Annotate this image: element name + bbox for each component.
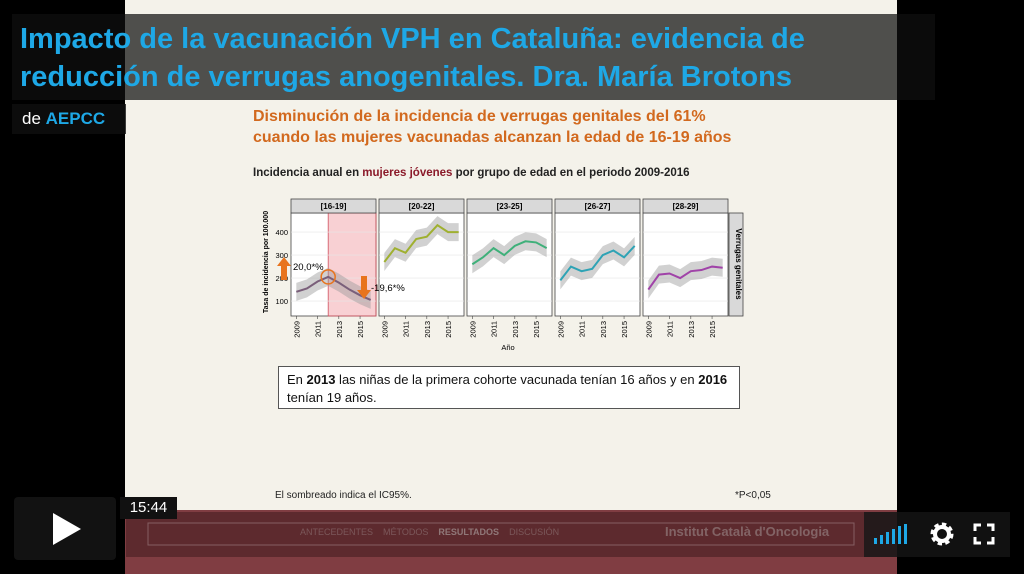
note-year: 2013 (306, 372, 336, 387)
progress-area[interactable] (126, 512, 864, 557)
confidence-band (384, 216, 459, 271)
x-tick-label: 2013 (423, 321, 432, 338)
note-year: 2016 (698, 372, 728, 387)
title-line: reducción de verrugas anogenitales. Dra.… (20, 61, 792, 93)
x-tick-label: 2009 (292, 321, 301, 338)
x-tick-label: 2009 (468, 321, 477, 338)
footnote: *P<0,05 (735, 490, 771, 501)
x-tick-label: 2015 (620, 321, 629, 338)
panel-label: [28-29] (673, 202, 699, 211)
x-tick-label: 2011 (578, 321, 587, 337)
slide-nav: ANTECEDENTES MÉTODOS RESULTADOS DISCUSIÓ… (300, 527, 559, 537)
note-text: las niñas de la primera cohorte vacunada… (335, 372, 699, 387)
nav-item: RESULTADOS (438, 527, 499, 537)
confidence-band (648, 257, 723, 299)
progress-bar[interactable] (147, 522, 855, 546)
nav-item: ANTECEDENTES (300, 527, 373, 537)
heading-line: Disminución de la incidencia de verrugas… (253, 108, 706, 125)
byline[interactable]: de AEPCC (12, 104, 126, 134)
settings-icon[interactable] (930, 522, 954, 546)
note-box: En 2013 las niñas de la primera cohorte … (278, 366, 740, 409)
footnote: El sombreado indica el IC95%. (275, 490, 412, 501)
note-text: En (287, 372, 307, 387)
time-tooltip: 15:44 (120, 497, 177, 519)
series-line (471, 240, 548, 266)
confidence-band (296, 267, 371, 309)
series-line (559, 245, 636, 281)
panel-label: [20-22] (409, 202, 435, 211)
note-text: tenían 19 años. (287, 390, 377, 405)
right-strip (728, 212, 744, 317)
x-tick-label: 2011 (490, 321, 499, 337)
subtitle-text: Incidencia anual en (253, 167, 363, 179)
slide-footer (125, 510, 897, 574)
arrow-down (357, 276, 371, 299)
panel-label: [16-19] (321, 202, 347, 211)
volume-icon[interactable] (874, 524, 907, 544)
arrow-up (277, 257, 291, 280)
panel (378, 212, 465, 317)
nav-item: MÉTODOS (383, 527, 428, 537)
x-tick-label: 2013 (687, 321, 696, 338)
title-line: Impacto de la vacunación VPH en Cataluña… (20, 23, 805, 55)
series-line (647, 265, 723, 291)
annotation-circle (320, 269, 336, 285)
x-tick-label: 2011 (402, 321, 411, 337)
y-axis-label: Tasa de incidencia por 100.000 (263, 211, 270, 313)
panel-strip (466, 198, 553, 214)
x-tick-label: 2011 (666, 321, 675, 337)
panel-strip (290, 198, 377, 214)
video-title[interactable]: Impacto de la vacunación VPH en Cataluña… (12, 14, 935, 100)
x-tick-label: 2015 (532, 321, 541, 338)
panel (466, 212, 553, 317)
x-axis-label: Año (501, 343, 514, 352)
right-strip-label: Verrugas genitales (734, 228, 743, 300)
subtitle-text: por grupo de edad en el periodo 2009-201… (452, 167, 690, 179)
heading-line: cuando las mujeres vacunadas alcanzan la… (253, 129, 732, 146)
annotation: 20,0*% (293, 262, 324, 273)
byline-prefix: de (22, 109, 41, 128)
x-tick-label: 2013 (335, 321, 344, 338)
institution: Institut Català d'Oncologia (665, 524, 829, 539)
x-tick-label: 2013 (599, 321, 608, 338)
x-tick-label: 2009 (644, 321, 653, 338)
series-line (296, 275, 372, 301)
panel-strip (642, 198, 729, 214)
x-tick-label: 2015 (356, 321, 365, 338)
subtitle-highlight: mujeres jóvenes (362, 167, 453, 179)
y-tick-label: 100 (275, 297, 288, 306)
slide-subtitle: Incidencia anual en mujeres jóvenes por … (253, 167, 690, 179)
x-tick-label: 2015 (708, 321, 717, 338)
panel-label: [26-27] (585, 202, 611, 211)
x-tick-label: 2013 (511, 321, 520, 338)
fullscreen-icon[interactable] (973, 523, 995, 545)
nav-item: DISCUSIÓN (509, 527, 559, 537)
panel (642, 212, 729, 317)
panel (554, 212, 641, 317)
x-tick-label: 2015 (444, 321, 453, 338)
x-tick-label: 2011 (314, 321, 323, 337)
x-tick-label: 2009 (380, 321, 389, 338)
y-tick-label: 400 (275, 228, 288, 237)
panel-label: [23-25] (497, 202, 523, 211)
slide-heading: Disminución de la incidencia de verrugas… (253, 106, 731, 148)
x-tick-label: 2009 (556, 321, 565, 338)
panel-strip (378, 198, 465, 214)
series-line (383, 223, 459, 263)
annotation: -19,6*% (371, 283, 405, 294)
y-tick-label: 300 (275, 251, 288, 260)
play-icon (53, 513, 81, 545)
byline-author: AEPCC (45, 109, 106, 128)
panel-strip (554, 198, 641, 214)
